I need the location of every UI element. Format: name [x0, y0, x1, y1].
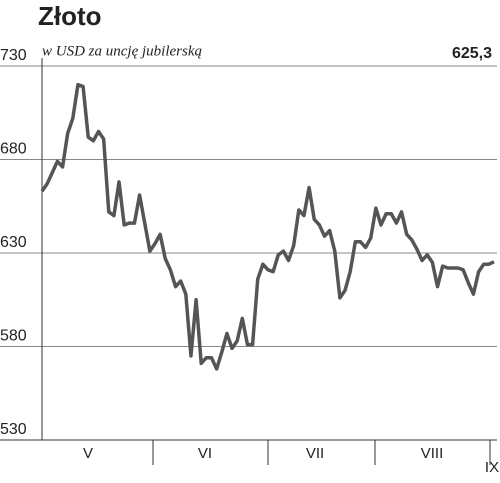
y-tick-label: 530 [0, 421, 27, 438]
y-tick-label: 630 [0, 234, 27, 251]
y-tick-label: 730 [0, 47, 27, 64]
chart-title: Złoto [38, 1, 102, 31]
x-tick-label: VI [198, 445, 212, 462]
last-value: 625,3 [452, 45, 492, 62]
x-tick-label: IX [485, 459, 499, 476]
price-line [40, 82, 495, 371]
chart-subtitle: w USD za uncję jubilerską [42, 43, 202, 59]
x-tick-label: V [83, 445, 93, 462]
x-tick-label: VIII [421, 445, 444, 462]
y-tick-label: 580 [0, 328, 27, 345]
y-tick-label: 680 [0, 141, 27, 158]
x-tick-label: VII [306, 445, 324, 462]
